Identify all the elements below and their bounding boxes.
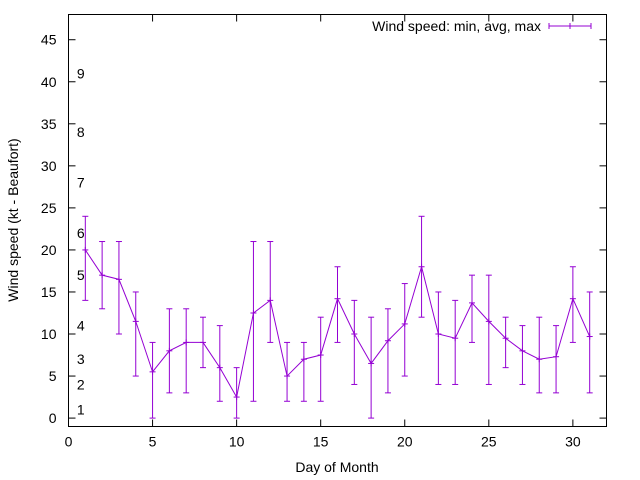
beaufort-label: 6 <box>77 225 85 241</box>
beaufort-label: 9 <box>77 65 85 81</box>
beaufort-label: 2 <box>77 376 85 392</box>
y-tick-label: 25 <box>41 200 57 216</box>
y-tick-label: 15 <box>41 284 57 300</box>
x-tick-label: 15 <box>313 434 329 450</box>
y-tick-label: 0 <box>49 410 57 426</box>
y-tick-label: 45 <box>41 32 57 48</box>
y-axis-title: Wind speed (kt - Beaufort) <box>5 138 21 301</box>
x-tick-label: 30 <box>565 434 581 450</box>
x-axis-title: Day of Month <box>295 459 378 475</box>
y-tick-label: 5 <box>49 368 57 384</box>
beaufort-label: 5 <box>77 267 85 283</box>
beaufort-label: 1 <box>77 402 85 418</box>
beaufort-label: 4 <box>77 318 85 334</box>
beaufort-label: 3 <box>77 351 85 367</box>
x-tick-label: 20 <box>397 434 413 450</box>
y-tick-label: 35 <box>41 116 57 132</box>
error-bars <box>82 215 593 419</box>
x-tick-label: 10 <box>229 434 245 450</box>
y-tick-label: 30 <box>41 158 57 174</box>
beaufort-label: 8 <box>77 124 85 140</box>
y-tick-label: 40 <box>41 74 57 90</box>
legend-label: Wind speed: min, avg, max <box>372 18 541 34</box>
y-tick-label: 10 <box>41 326 57 342</box>
avg-line <box>82 246 593 401</box>
x-tick-label: 0 <box>65 434 73 450</box>
x-tick-label: 5 <box>149 434 157 450</box>
beaufort-label: 7 <box>77 175 85 191</box>
x-tick-label: 25 <box>481 434 497 450</box>
legend: Wind speed: min, avg, max <box>372 18 592 34</box>
x-axis: 0 5 10 15 20 25 30 <box>65 14 581 450</box>
plot-frame <box>68 14 607 427</box>
beaufort-scale-labels: 1 2 3 4 5 6 7 8 9 <box>77 65 85 417</box>
y-tick-label: 20 <box>41 242 57 258</box>
